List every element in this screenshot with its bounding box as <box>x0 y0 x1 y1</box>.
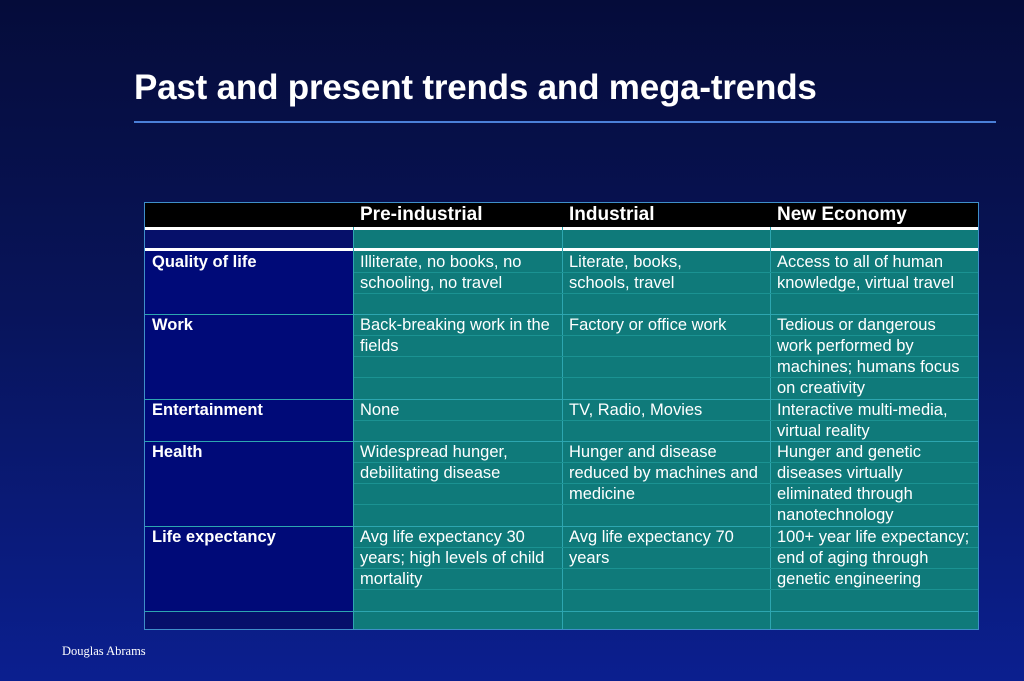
sub-row-line <box>354 462 978 463</box>
row-label-health: Health <box>152 443 203 461</box>
trends-table: Pre-industrial Industrial New Economy Qu… <box>144 202 979 630</box>
column-header-new-economy: New Economy <box>777 204 907 225</box>
sub-row-line <box>354 420 978 421</box>
sub-row-line <box>354 589 978 590</box>
cell-life-pre-industrial: Avg life expectancy 30 years; high level… <box>360 528 545 588</box>
slide-title: Past and present trends and mega-trends <box>134 68 817 107</box>
row-divider <box>145 314 978 315</box>
column-divider <box>353 227 354 629</box>
row-label-life-expectancy: Life expectancy <box>152 528 276 546</box>
column-header-pre-industrial: Pre-industrial <box>360 204 483 225</box>
cell-entertainment-industrial: TV, Radio, Movies <box>569 401 703 419</box>
row-divider <box>145 611 978 612</box>
column-divider <box>562 227 563 629</box>
cell-life-industrial: Avg life expectancy 70 years <box>569 528 734 567</box>
row-label-quality-of-life: Quality of life <box>152 253 257 271</box>
cell-work-industrial: Factory or office work <box>569 316 727 334</box>
title-underline <box>134 121 996 123</box>
row-divider <box>145 441 978 442</box>
slide-footer-author: Douglas Abrams <box>62 644 146 658</box>
sub-row-line <box>354 547 978 548</box>
cell-work-pre-industrial: Back-breaking work in the fields <box>360 316 550 355</box>
sub-row-line <box>354 293 978 294</box>
cell-entertainment-new-economy: Interactive multi-media, virtual reality <box>777 401 948 440</box>
sub-row-line <box>354 335 978 336</box>
spacer-row-divider <box>145 227 978 230</box>
spacer-row-divider-bottom <box>145 248 978 251</box>
row-label-entertainment: Entertainment <box>152 401 263 419</box>
row-divider <box>145 399 978 400</box>
bottom-label-cell <box>145 611 353 629</box>
cell-quality-industrial: Literate, books, schools, travel <box>569 253 682 292</box>
cell-entertainment-pre-industrial: None <box>360 401 400 419</box>
sub-row-line <box>354 568 978 569</box>
cell-quality-new-economy: Access to all of human knowledge, virtua… <box>777 253 955 292</box>
column-header-industrial: Industrial <box>569 204 655 225</box>
sub-row-line <box>354 272 978 273</box>
sub-row-line <box>354 504 978 505</box>
cell-work-new-economy: Tedious or dangerous work performed by m… <box>777 316 960 397</box>
sub-row-line <box>354 356 978 357</box>
column-divider <box>770 227 771 629</box>
cell-life-new-economy: 100+ year life expectancy; end of aging … <box>777 528 970 588</box>
row-divider <box>145 526 978 527</box>
sub-row-line <box>354 483 978 484</box>
cell-health-new-economy: Hunger and genetic diseases virtually el… <box>777 443 922 524</box>
cell-health-pre-industrial: Widespread hunger, debilitating disease <box>360 443 508 482</box>
row-label-work: Work <box>152 316 193 334</box>
cell-quality-pre-industrial: Illiterate, no books, no schooling, no t… <box>360 253 522 292</box>
sub-row-line <box>354 377 978 378</box>
spacer-label-cell <box>145 227 353 251</box>
row-label-column <box>145 251 353 611</box>
cell-health-industrial: Hunger and disease reduced by machines a… <box>569 443 758 503</box>
table-header: Pre-industrial Industrial New Economy <box>145 203 978 227</box>
